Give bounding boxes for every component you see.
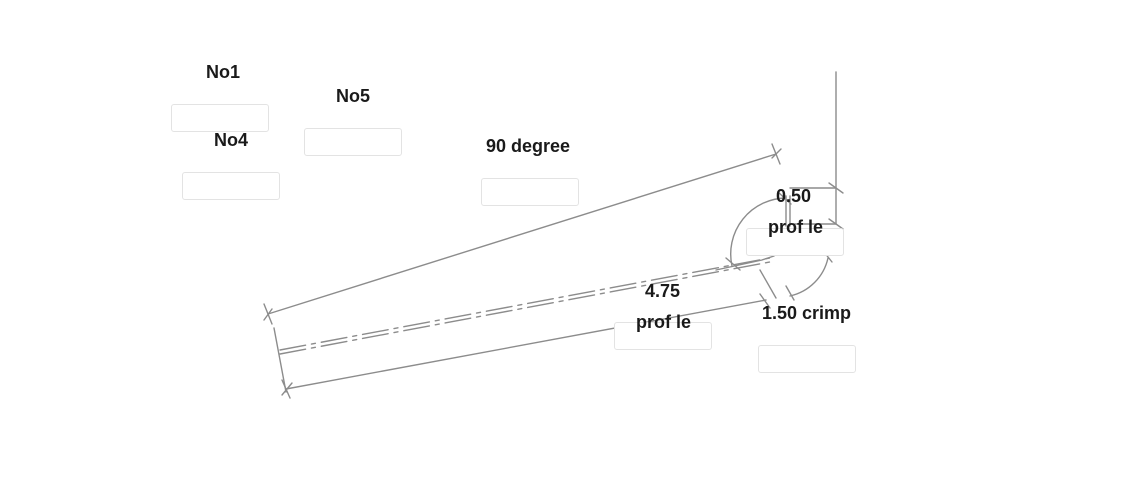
input-angle[interactable] [481, 178, 579, 206]
label-no4: No4 [214, 130, 249, 150]
input-no4[interactable] [182, 172, 280, 200]
dimension-line-top [267, 153, 777, 315]
angle-arc-90-degree [730, 197, 787, 267]
label-angle: 90 degree [486, 136, 571, 156]
input-no5[interactable] [304, 128, 402, 156]
input-profile-top[interactable] [746, 228, 844, 256]
input-no1[interactable] [171, 104, 269, 132]
crimp-arc [789, 257, 829, 297]
dimension-line-bottom [285, 299, 767, 390]
dimension-tick [281, 379, 291, 399]
extension-line-left [273, 327, 287, 393]
angle-arrow [777, 191, 792, 205]
label-profile-main: prof le [636, 312, 692, 332]
input-profile-main[interactable] [614, 322, 712, 350]
input-crimp[interactable] [758, 345, 856, 373]
profile-bend [715, 255, 775, 271]
dimension-arrow [771, 148, 782, 159]
label-no5: No5 [336, 86, 371, 106]
crimp-leader [759, 269, 777, 299]
dimension-arrow [281, 382, 293, 396]
dimension-arrow [263, 308, 273, 321]
dimension-tick [759, 293, 771, 309]
label-crimp: 1.50 crimp [762, 303, 852, 323]
dimension-tick [828, 182, 844, 194]
crimp-arrow [785, 285, 795, 301]
label-no1: No1 [206, 62, 241, 82]
label-dim-top: 0.50 [776, 186, 812, 206]
label-profile-top: prof le [768, 217, 824, 237]
label-dim-main: 4.75 [645, 281, 681, 301]
dimension-tick [828, 218, 844, 230]
